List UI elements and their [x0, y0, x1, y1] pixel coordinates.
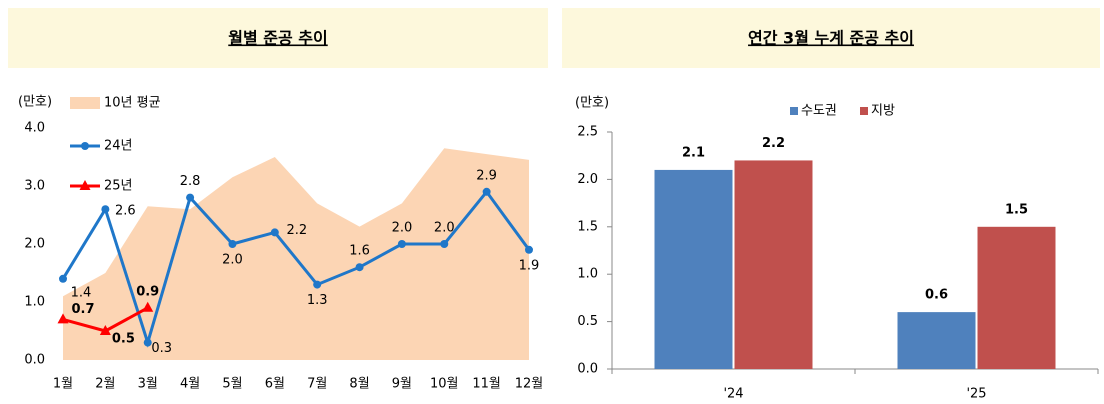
- legend-label: 지방: [871, 104, 895, 119]
- x-tick-label: 10월: [430, 377, 459, 392]
- y-unit: (만호): [18, 95, 52, 110]
- y-tick-label: 4.0: [24, 121, 45, 136]
- marker: [101, 205, 110, 214]
- value-label: 2.0: [434, 221, 455, 236]
- value-label: 0.9: [136, 284, 159, 299]
- value-label: 1.5: [1005, 202, 1028, 217]
- marker: [313, 280, 322, 289]
- marker: [186, 193, 195, 202]
- bar: [654, 169, 733, 369]
- x-tick-label: 12월: [515, 377, 544, 392]
- legend-label: 수도권: [801, 104, 837, 119]
- bar: [977, 226, 1056, 369]
- x-tick-label: 1월: [53, 377, 73, 392]
- bar: [897, 312, 976, 369]
- value-label: 1.6: [349, 244, 370, 259]
- marker: [99, 325, 111, 335]
- value-label: 2.2: [762, 136, 785, 151]
- x-tick-label: '25: [966, 387, 986, 402]
- x-tick-label: 6월: [265, 377, 285, 392]
- y-tick-label: 2.5: [577, 125, 598, 140]
- y-tick-label: 2.0: [24, 237, 45, 252]
- header-band: [8, 8, 548, 68]
- bar: [734, 160, 813, 369]
- marker: [397, 240, 406, 248]
- value-label: 2.2: [286, 223, 307, 238]
- value-label: 1.3: [307, 293, 328, 308]
- value-label: 2.8: [180, 174, 201, 189]
- line: [61, 189, 531, 348]
- header-band: [562, 8, 1100, 68]
- y-tick-label: 1.0: [577, 267, 598, 282]
- marker: [142, 301, 154, 312]
- legend-swatch: [860, 107, 868, 115]
- x-tick-label: 3월: [138, 377, 158, 392]
- y-tick-label: 0.5: [577, 314, 598, 329]
- y-unit: (만호): [575, 96, 609, 111]
- y-tick-label: 1.0: [24, 295, 45, 310]
- value-label: 2.6: [115, 204, 136, 219]
- legend-label: 24년: [104, 139, 133, 154]
- x-tick-label: 5월: [222, 377, 242, 392]
- x-tick-label: 4월: [180, 377, 200, 392]
- chart-title: 연간 3월 누계 준공 추이: [748, 29, 914, 48]
- value-label: 1.4: [71, 285, 92, 300]
- legend-marker: [79, 180, 91, 190]
- legend-marker: [81, 142, 89, 150]
- legend-label: 10년 평균: [104, 96, 161, 111]
- y-tick-label: 0.0: [24, 353, 45, 368]
- marker: [440, 240, 449, 248]
- value-label: 2.0: [222, 253, 243, 268]
- value-label: 1.9: [519, 258, 540, 273]
- x-tick-label: 2월: [95, 377, 115, 392]
- x-tick-label: 7월: [307, 377, 327, 392]
- marker: [228, 240, 237, 248]
- x-tick-label: '24: [723, 387, 743, 402]
- marker: [482, 187, 491, 196]
- x-tick-label: 11월: [472, 377, 501, 392]
- value-label: 0.7: [71, 302, 94, 317]
- value-label: 0.5: [112, 332, 135, 347]
- y-tick-label: 1.5: [577, 219, 598, 234]
- marker: [143, 338, 152, 347]
- x-tick-label: 8월: [349, 377, 369, 392]
- area: [63, 148, 529, 360]
- legend-swatch: [790, 107, 798, 115]
- marker: [59, 274, 67, 283]
- value-label: 0.3: [151, 341, 172, 356]
- legend-swatch: [70, 97, 100, 109]
- value-label: 2.0: [392, 221, 413, 236]
- y-tick-label: 2.0: [577, 172, 598, 187]
- x-tick-label: 9월: [392, 377, 412, 392]
- value-label: 0.6: [925, 288, 948, 303]
- chart-title: 월별 준공 추이: [228, 29, 327, 48]
- value-label: 2.1: [682, 145, 705, 160]
- marker: [57, 313, 69, 324]
- legend-label: 25년: [104, 179, 133, 194]
- value-label: 2.9: [476, 168, 497, 183]
- y-tick-label: 3.0: [24, 179, 45, 194]
- marker: [355, 263, 364, 272]
- marker: [270, 228, 279, 237]
- y-tick-label: 0.0: [577, 362, 598, 377]
- marker: [525, 245, 533, 254]
